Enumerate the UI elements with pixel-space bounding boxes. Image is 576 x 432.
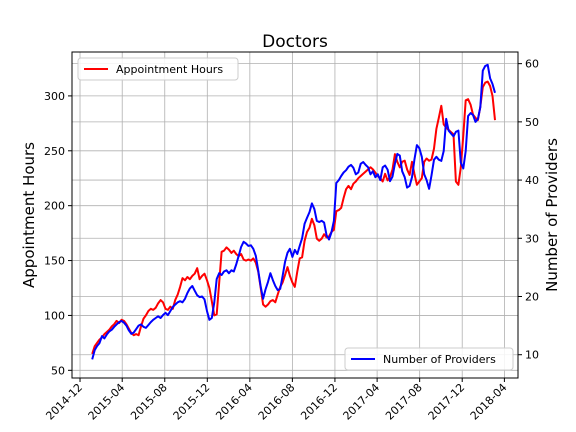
legend-label-number-of-providers: Number of Providers — [383, 353, 496, 366]
series-line-number-of-providers — [91, 63, 496, 360]
y-tick-label-left: 50 — [51, 364, 65, 377]
y-tick-label-right: 10 — [525, 349, 539, 362]
left-y-axis: 50 100 150 200 250 300 — [44, 90, 72, 377]
series-number-of-providers — [91, 63, 496, 360]
y-tick-label-left: 250 — [44, 145, 65, 158]
series-line-appointment-hours — [91, 80, 496, 355]
y-axis-label-right: Number of Providers — [543, 138, 561, 292]
y-tick-label-left: 150 — [44, 255, 65, 268]
y-tick-label-right: 20 — [525, 291, 539, 304]
y-tick-label-right: 60 — [525, 58, 539, 71]
plot-frame — [71, 51, 519, 379]
y-tick-label-right: 40 — [525, 174, 539, 187]
legend-number-of-providers: Number of Providers — [344, 347, 514, 371]
y-tick-label-left: 200 — [44, 200, 65, 213]
legend-label-appointment-hours: Appointment Hours — [116, 63, 223, 76]
y-tick-label-right: 30 — [525, 232, 539, 245]
y-tick-label-left: 100 — [44, 309, 65, 322]
grid — [72, 52, 518, 378]
chart-title: Doctors — [262, 32, 328, 52]
right-y-axis: 10 20 30 40 50 60 — [518, 58, 539, 362]
legend-appointment-hours: Appointment Hours — [77, 57, 239, 81]
y-tick-label-left: 300 — [44, 90, 65, 103]
y-tick-label-right: 50 — [525, 116, 539, 129]
series-appointment-hours — [91, 80, 496, 355]
y-axis-label-left: Appointment Hours — [20, 142, 38, 288]
legend-box — [77, 57, 239, 81]
legend-box — [344, 347, 514, 371]
